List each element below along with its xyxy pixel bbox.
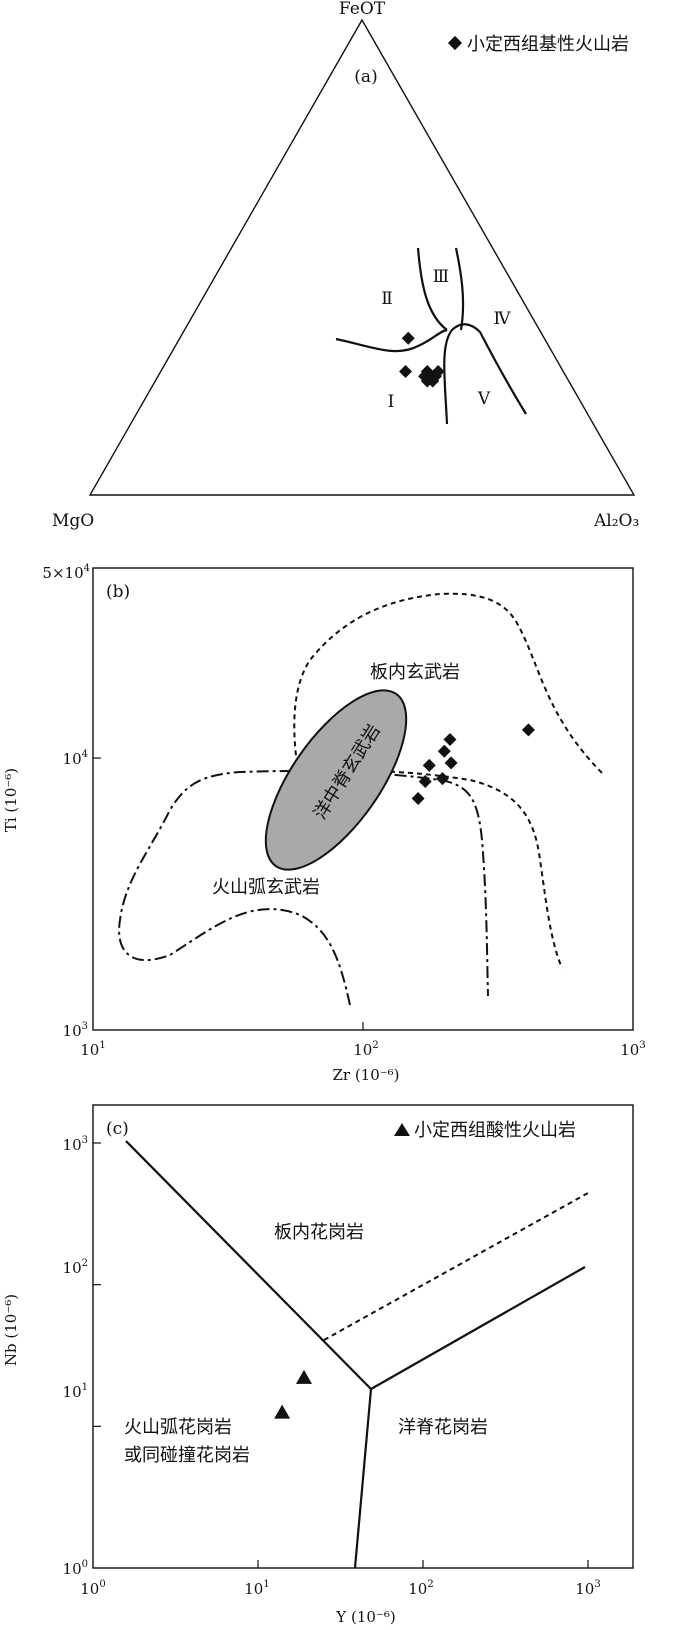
boundary-curve-2 <box>416 247 448 331</box>
x-axis-label-c: Y (10⁻⁶) <box>335 1608 395 1626</box>
legend-marker-triangle <box>394 1123 410 1136</box>
tick-label-c-y2: 102 <box>63 1258 88 1277</box>
legend-marker-diamond <box>447 35 463 51</box>
tick-label-b-x0: 101 <box>80 1040 105 1059</box>
field-label-volcanic-arc-granite: 火山弧花岗岩 <box>124 1417 232 1438</box>
data-point-b-3 <box>444 756 458 770</box>
x-axis-label-b: Zr (10⁻⁶) <box>332 1066 399 1084</box>
apex-label-feot: FeOT <box>339 0 386 19</box>
field-boundary-within-plate <box>293 592 603 783</box>
ternary-triangle <box>88 18 636 496</box>
boundary-curve-4 <box>443 323 527 425</box>
data-point-b-0 <box>437 744 451 758</box>
field-label-ii: Ⅱ <box>381 289 393 309</box>
tick-label-c-x1: 101 <box>244 1579 269 1598</box>
data-point-b-5 <box>418 775 432 789</box>
tick-label-c-x2: 102 <box>408 1579 433 1598</box>
data-points-a <box>399 331 445 388</box>
field-label-within-plate-granite: 板内花岗岩 <box>274 1222 364 1243</box>
boundary-line-right <box>370 1266 586 1390</box>
field-label-iv: Ⅳ <box>494 309 512 329</box>
boundary-curve-1 <box>335 328 448 353</box>
legend-label-a: 小定西组基性火山岩 <box>467 34 629 55</box>
tick-label-b-x1: 102 <box>353 1040 378 1059</box>
panel-b: (b) 101 102 103 103 104 5×104 Zr (10⁻⁶) … <box>2 563 646 1084</box>
field-label-iii: Ⅲ <box>433 267 449 287</box>
tick-label-c-x3: 103 <box>575 1579 600 1598</box>
y-axis-label-b: Ti (10⁻⁶) <box>2 768 20 832</box>
data-points-c <box>274 1369 312 1419</box>
data-point-b-6 <box>411 792 425 806</box>
apex-label-mgo: MgO <box>52 511 94 531</box>
boundary-curve-3 <box>454 247 465 331</box>
panel-label-a: (a) <box>354 67 377 87</box>
tick-label-c-y0: 100 <box>63 1559 88 1578</box>
panel-label-b: (b) <box>106 582 130 602</box>
field-boundary-morb-dashed <box>299 769 563 969</box>
apex-label-al2o3: Al₂O₃ <box>593 511 639 531</box>
panel-c: (c) 小定西组酸性火山岩 100 101 102 103 100 101 10… <box>2 1104 634 1626</box>
tick-label-b-y2: 5×104 <box>42 563 90 582</box>
data-point-a-0 <box>401 331 415 345</box>
legend-label-c: 小定西组酸性火山岩 <box>414 1120 576 1141</box>
tick-label-c-x0: 100 <box>80 1579 105 1598</box>
morb-field <box>264 689 408 871</box>
field-boundary-volcanic-arc <box>118 769 489 1006</box>
tick-label-b-y1: 104 <box>63 749 88 768</box>
tick-label-b-y0: 103 <box>63 1021 88 1040</box>
tick-label-c-y3: 103 <box>63 1135 88 1154</box>
plot-frame-c <box>92 1104 634 1569</box>
data-point-c-0 <box>274 1404 291 1419</box>
field-label-v: Ⅴ <box>477 389 491 409</box>
boundary-line-bottom <box>353 1388 373 1568</box>
tick-label-c-y1: 101 <box>63 1382 88 1401</box>
field-label-volcanic-arc: 火山弧玄武岩 <box>212 877 320 898</box>
panel-label-c: (c) <box>106 1119 129 1139</box>
axis-ticks-c <box>93 1142 589 1568</box>
boundary-line-dashed <box>323 1192 589 1341</box>
field-label-within-plate: 板内玄武岩 <box>370 662 460 683</box>
data-points-b <box>411 723 535 806</box>
field-label-i: Ⅰ <box>388 392 395 412</box>
tick-label-b-x2: 103 <box>620 1040 645 1059</box>
data-point-b-4 <box>436 772 450 786</box>
data-point-b-2 <box>422 758 436 772</box>
data-point-b-1 <box>443 733 457 747</box>
axis-ticks-b <box>93 757 364 1030</box>
data-point-a-1 <box>399 365 413 378</box>
field-label-ocean-ridge-granite: 洋脊花岗岩 <box>398 1417 488 1438</box>
y-axis-label-c: Nb (10⁻⁶) <box>2 1294 20 1366</box>
field-label-syn-collision-granite: 或同碰撞花岗岩 <box>124 1445 250 1466</box>
boundary-line-upper-left <box>125 1140 372 1390</box>
data-point-a-8 <box>428 369 442 383</box>
data-point-b-7 <box>521 723 535 737</box>
panel-a: FeOT MgO Al₂O₃ (a) 小定西组基性火山岩 Ⅰ Ⅱ Ⅲ Ⅳ Ⅴ <box>52 0 639 531</box>
data-point-c-1 <box>295 1369 312 1384</box>
